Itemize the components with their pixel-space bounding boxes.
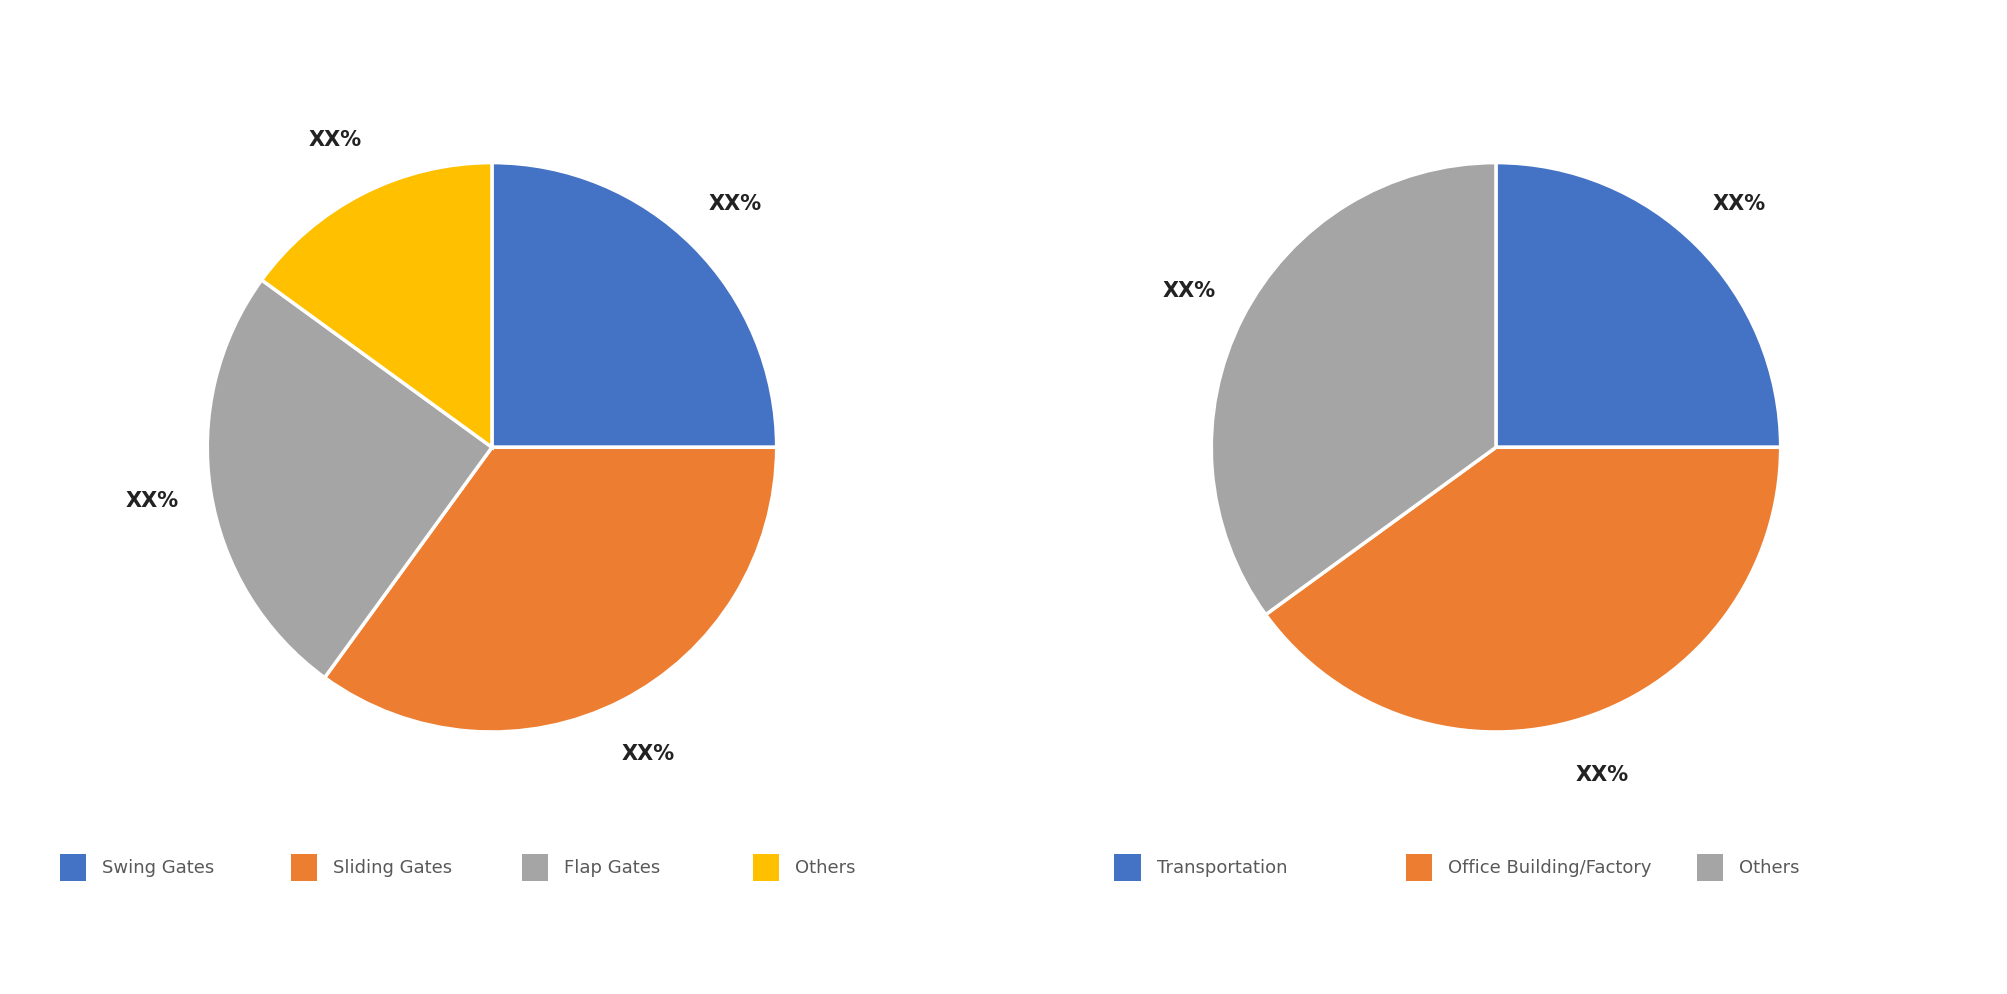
Text: Flap Gates: Flap Gates: [564, 859, 660, 877]
Text: XX%: XX%: [1575, 765, 1628, 785]
Bar: [1405, 855, 1431, 881]
Text: Sliding Gates: Sliding Gates: [333, 859, 452, 877]
Bar: [1114, 855, 1140, 881]
Text: XX%: XX%: [124, 491, 179, 511]
Text: XX%: XX%: [1162, 281, 1214, 301]
Bar: [1696, 855, 1722, 881]
Text: XX%: XX%: [309, 130, 361, 150]
Text: XX%: XX%: [1712, 194, 1766, 214]
Text: Email: sales@theindustrystats.com: Email: sales@theindustrystats.com: [827, 944, 1180, 962]
Bar: [753, 855, 779, 881]
Text: Website: www.theindustrystats.com: Website: www.theindustrystats.com: [1616, 944, 1983, 962]
Wedge shape: [1264, 447, 1780, 732]
Text: XX%: XX%: [622, 745, 674, 764]
Wedge shape: [207, 280, 492, 678]
Text: Swing Gates: Swing Gates: [102, 859, 215, 877]
Wedge shape: [1210, 163, 1495, 614]
Text: Source: Theindustrystats Analysis: Source: Theindustrystats Analysis: [24, 944, 369, 962]
Wedge shape: [261, 163, 492, 447]
Wedge shape: [325, 447, 777, 732]
Text: Others: Others: [795, 859, 855, 877]
Bar: [291, 855, 317, 881]
Text: Others: Others: [1738, 859, 1798, 877]
Text: XX%: XX%: [708, 194, 763, 214]
Wedge shape: [492, 163, 777, 447]
Bar: [522, 855, 548, 881]
Wedge shape: [1495, 163, 1780, 447]
Bar: [60, 855, 86, 881]
Text: Office Building/Factory: Office Building/Factory: [1447, 859, 1650, 877]
Text: Fig. Global Speed Gate Market Share by Product Types & Application: Fig. Global Speed Gate Market Share by P…: [24, 37, 1102, 65]
Text: Transportation: Transportation: [1156, 859, 1286, 877]
